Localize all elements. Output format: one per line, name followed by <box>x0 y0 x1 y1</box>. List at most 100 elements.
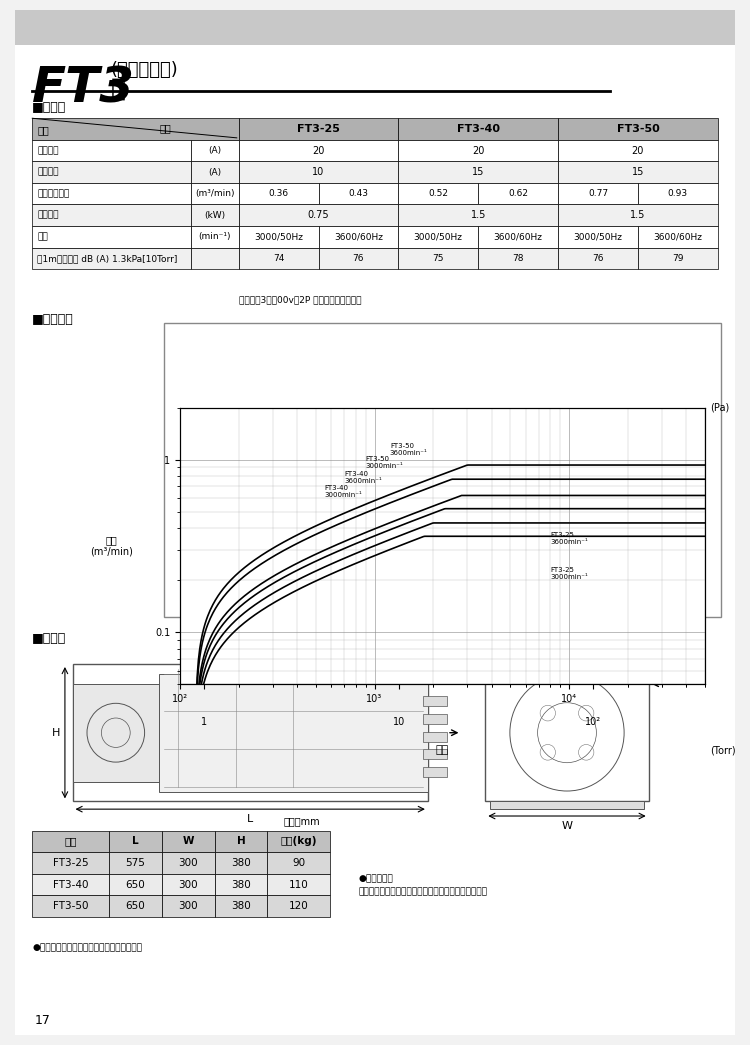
Text: (Torr): (Torr) <box>710 745 736 756</box>
Text: FT3-25
3000min⁻¹: FT3-25 3000min⁻¹ <box>550 566 588 580</box>
Text: 76: 76 <box>352 254 364 263</box>
Text: W: W <box>562 821 572 831</box>
Text: 1.5: 1.5 <box>630 210 646 220</box>
Text: 3000/50Hz: 3000/50Hz <box>414 232 463 241</box>
Text: FT3-50: FT3-50 <box>53 901 88 911</box>
Bar <box>238 183 319 205</box>
Text: 120: 120 <box>289 901 308 911</box>
Bar <box>423 714 447 724</box>
Text: 75: 75 <box>433 254 444 263</box>
Text: 110: 110 <box>289 880 308 889</box>
Text: 0.93: 0.93 <box>668 189 688 199</box>
Text: ■外形图: ■外形图 <box>32 632 67 645</box>
Bar <box>32 118 239 140</box>
Bar <box>238 205 398 226</box>
Bar <box>423 732 447 742</box>
Text: 76: 76 <box>592 254 604 263</box>
Bar <box>558 118 718 140</box>
Bar <box>214 896 268 916</box>
Text: 650: 650 <box>125 880 146 889</box>
Bar <box>190 205 238 226</box>
Text: 300: 300 <box>178 880 198 889</box>
Text: 压力: 压力 <box>436 745 449 756</box>
Text: 650: 650 <box>125 901 146 911</box>
Text: FT3-40: FT3-40 <box>53 880 88 889</box>
Bar <box>164 323 721 617</box>
Bar <box>558 161 718 183</box>
Bar <box>478 226 558 248</box>
Bar <box>423 696 447 706</box>
Text: 马达输出: 马达输出 <box>37 211 58 219</box>
Bar <box>398 205 558 226</box>
Text: 78: 78 <box>512 254 523 263</box>
Text: FT3-40
3000min⁻¹: FT3-40 3000min⁻¹ <box>324 485 362 497</box>
Text: 抽速
(m³/min): 抽速 (m³/min) <box>90 535 134 557</box>
Bar <box>238 161 398 183</box>
Text: L: L <box>132 836 139 846</box>
Text: H: H <box>237 836 245 846</box>
Text: 0.52: 0.52 <box>428 189 448 199</box>
Bar <box>319 248 398 270</box>
Text: FT3: FT3 <box>32 65 135 113</box>
Bar <box>190 183 238 205</box>
Text: 380: 380 <box>231 901 251 911</box>
Bar <box>423 767 447 776</box>
Bar <box>490 802 644 809</box>
Text: (kW): (kW) <box>204 211 225 219</box>
Bar <box>214 831 268 853</box>
Bar <box>190 248 238 270</box>
Text: 0.62: 0.62 <box>508 189 528 199</box>
Bar <box>398 248 478 270</box>
Text: 20: 20 <box>632 145 644 156</box>
Bar <box>238 226 319 248</box>
Bar <box>73 665 428 802</box>
Text: 79: 79 <box>672 254 683 263</box>
Text: (小型真空泵): (小型真空泵) <box>111 62 178 79</box>
Text: 15: 15 <box>632 167 644 178</box>
Text: 17: 17 <box>34 1014 50 1026</box>
Text: 0.75: 0.75 <box>308 210 329 220</box>
Text: 型号: 型号 <box>160 123 172 133</box>
Bar <box>238 118 398 140</box>
Text: FT3-25: FT3-25 <box>53 858 88 868</box>
Bar <box>478 183 558 205</box>
Text: 3600/60Hz: 3600/60Hz <box>494 232 542 241</box>
Text: FT3-40
3600min⁻¹: FT3-40 3600min⁻¹ <box>344 471 382 484</box>
Bar <box>32 831 109 853</box>
Text: 马达（全密封风扇冷却型）、基座、导风板、联轴器。: 马达（全密封风扇冷却型）、基座、导风板、联轴器。 <box>358 887 488 897</box>
Bar <box>558 248 638 270</box>
Bar <box>558 226 638 248</box>
Text: 转速: 转速 <box>37 232 48 241</box>
Bar <box>15 10 735 45</box>
Bar <box>268 853 330 874</box>
Bar <box>32 205 191 226</box>
Bar <box>109 853 162 874</box>
Bar <box>32 248 191 270</box>
Bar <box>398 226 478 248</box>
Text: 20: 20 <box>312 145 325 156</box>
Bar <box>214 874 268 896</box>
Text: (m³/min): (m³/min) <box>195 189 235 199</box>
Text: 排放口径: 排放口径 <box>37 167 58 177</box>
Bar <box>558 183 638 205</box>
Text: 吸入口径: 吸入口径 <box>37 146 58 155</box>
Bar <box>109 896 162 916</box>
Text: ●标准附件：: ●标准附件： <box>358 874 394 883</box>
Bar <box>268 831 330 853</box>
Bar <box>190 226 238 248</box>
Text: FT3-50
3600min⁻¹: FT3-50 3600min⁻¹ <box>390 443 427 456</box>
Bar <box>32 226 191 248</box>
Bar <box>638 248 718 270</box>
Bar <box>32 140 191 161</box>
Text: FT3-40: FT3-40 <box>457 124 500 134</box>
Text: 380: 380 <box>231 880 251 889</box>
Bar <box>423 749 447 759</box>
Bar <box>162 853 214 874</box>
Text: 90: 90 <box>292 858 305 868</box>
Text: 300: 300 <box>178 901 198 911</box>
Text: 3000/50Hz: 3000/50Hz <box>254 232 303 241</box>
Text: 3600/60Hz: 3600/60Hz <box>653 232 702 241</box>
Bar <box>398 118 558 140</box>
Bar <box>190 140 238 161</box>
Bar <box>214 853 268 874</box>
